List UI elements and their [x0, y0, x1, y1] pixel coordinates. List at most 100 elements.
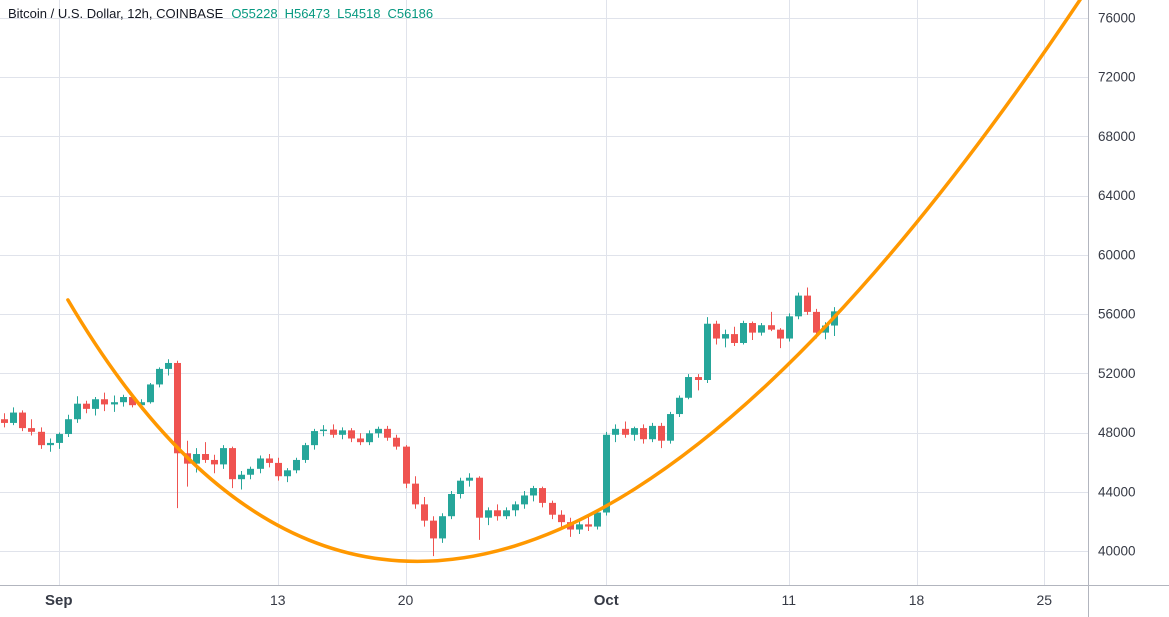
- candle-body: [101, 399, 108, 405]
- candle-body: [202, 454, 209, 460]
- candle-body: [366, 433, 373, 443]
- candle: [549, 500, 556, 520]
- ohlc-high: H56473: [284, 6, 331, 21]
- time-axis-label: Sep: [45, 592, 73, 609]
- candle-body: [530, 488, 537, 496]
- candle: [275, 457, 282, 481]
- candle: [120, 394, 127, 407]
- candle: [339, 427, 346, 440]
- candle-body: [539, 488, 546, 503]
- candle: [430, 516, 437, 557]
- candle: [649, 422, 656, 443]
- time-axis-label: 20: [398, 592, 414, 608]
- candle: [494, 504, 501, 521]
- candle: [47, 438, 54, 452]
- candle-body: [193, 454, 200, 464]
- candle-body: [521, 495, 528, 505]
- candle: [247, 466, 254, 480]
- candle-body: [603, 434, 610, 513]
- candle-body: [448, 493, 455, 517]
- candle: [74, 396, 81, 423]
- candle: [92, 397, 99, 416]
- candle: [375, 426, 382, 438]
- candle: [211, 454, 218, 474]
- candle-body: [220, 448, 227, 465]
- candle: [403, 445, 410, 489]
- candle-body: [576, 524, 583, 530]
- trend-curve[interactable]: [66, 0, 1090, 563]
- candle: [184, 440, 191, 487]
- candle: [640, 424, 647, 444]
- candle: [622, 421, 629, 438]
- candle-body: [266, 458, 273, 463]
- candle: [147, 382, 154, 404]
- price-axis-label: 76000: [1098, 11, 1136, 26]
- candle: [485, 507, 492, 526]
- candle-body: [10, 412, 17, 423]
- candle-body: [476, 477, 483, 518]
- candle: [804, 287, 811, 315]
- candle-body: [466, 477, 473, 481]
- price-axis-label: 56000: [1098, 307, 1136, 322]
- candle-body: [65, 419, 72, 435]
- candle: [722, 329, 729, 348]
- candle: [393, 434, 400, 450]
- symbol-title[interactable]: Bitcoin / U.S. Dollar, 12h, COINBASE: [8, 6, 224, 21]
- candle: [685, 374, 692, 400]
- candle-body: [339, 430, 346, 435]
- candle-body: [622, 428, 629, 435]
- candle: [676, 395, 683, 418]
- candle-body: [275, 462, 282, 477]
- candle: [266, 454, 273, 468]
- candle-body: [412, 483, 419, 505]
- candle: [631, 426, 638, 441]
- candle-body: [111, 402, 118, 405]
- candle-body: [293, 459, 300, 471]
- candle-body: [74, 403, 81, 420]
- candle: [320, 425, 327, 437]
- candle-body: [822, 325, 829, 333]
- candle: [38, 427, 45, 449]
- candle: [758, 322, 765, 336]
- candle: [284, 468, 291, 483]
- candle: [56, 432, 63, 449]
- candle: [101, 392, 108, 412]
- candle-body: [92, 399, 99, 409]
- candle-body: [685, 377, 692, 398]
- candle-body: [612, 428, 619, 435]
- candle-body: [786, 316, 793, 339]
- candle-body: [165, 362, 172, 369]
- candle: [357, 433, 364, 446]
- price-axis-label: 60000: [1098, 247, 1136, 262]
- candle-body: [485, 510, 492, 518]
- candle: [667, 411, 674, 444]
- candle-body: [503, 510, 510, 517]
- candle-body: [457, 480, 464, 494]
- candle-body: [749, 322, 756, 333]
- candle: [576, 520, 583, 534]
- candle-body: [795, 295, 802, 317]
- candle: [302, 442, 309, 463]
- candle-body: [174, 362, 181, 454]
- candle-body: [330, 429, 337, 435]
- candle-body: [47, 442, 54, 446]
- candle: [348, 428, 355, 443]
- candle-body: [667, 414, 674, 441]
- candle: [293, 457, 300, 474]
- candle: [466, 473, 473, 487]
- candle-body: [585, 524, 592, 527]
- candle: [768, 311, 775, 332]
- candle: [594, 509, 601, 530]
- candle-body: [138, 402, 145, 406]
- price-axis[interactable]: 76000 72000 68000 64000 60000 56000 52000 48000…: [1098, 11, 1136, 559]
- time-axis[interactable]: Sep 13 20 Oct 11 18 25: [45, 592, 1052, 609]
- candle-body: [439, 516, 446, 539]
- candle-body: [758, 325, 765, 333]
- candle-body: [384, 428, 391, 438]
- candle: [220, 445, 227, 469]
- candle-body: [320, 429, 327, 432]
- candle: [457, 477, 464, 499]
- price-axis-label: 40000: [1098, 544, 1136, 559]
